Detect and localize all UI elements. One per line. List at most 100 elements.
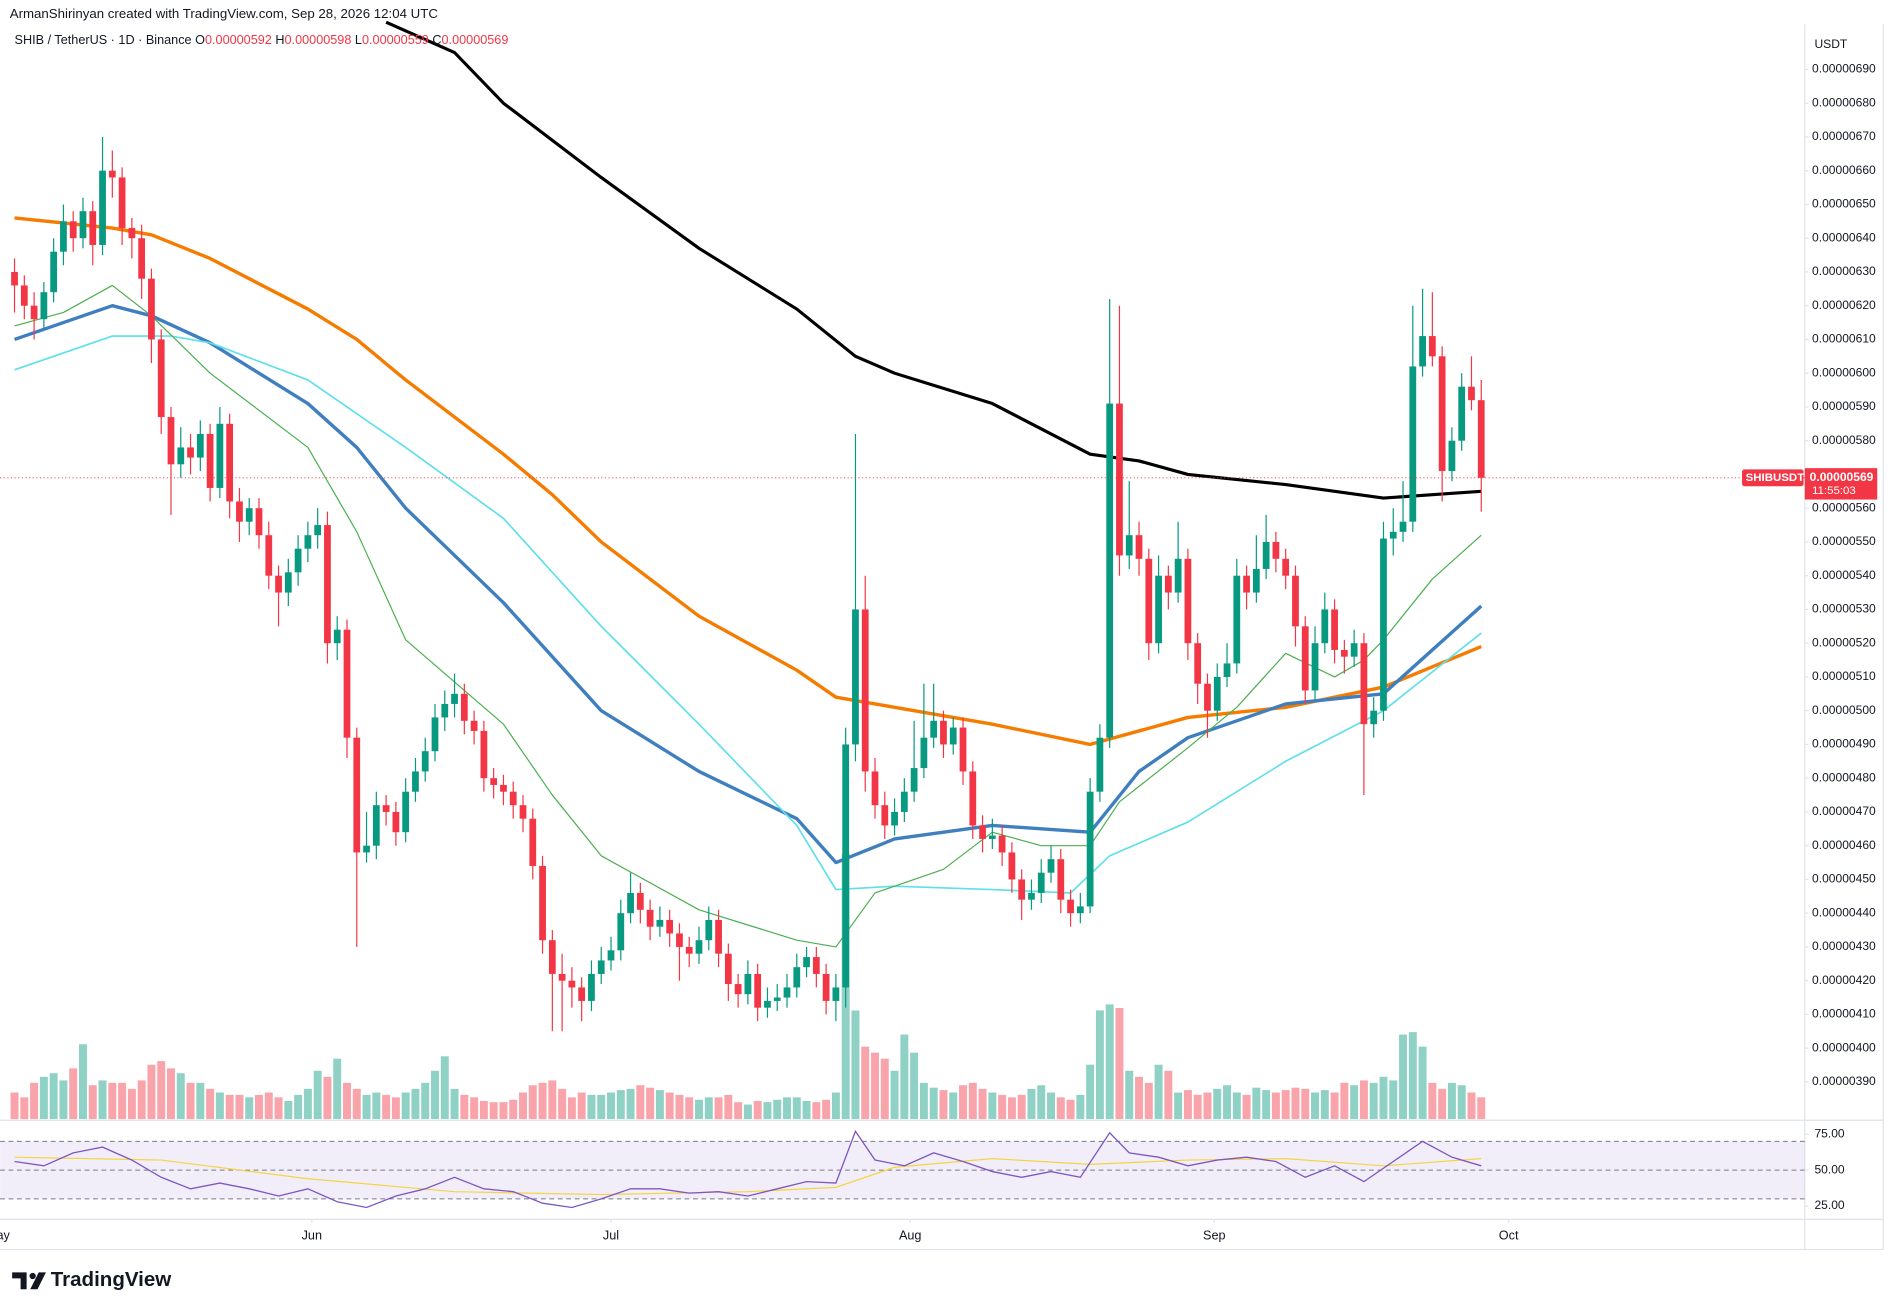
candle-body: [940, 720, 947, 745]
candle-body: [773, 997, 781, 1001]
candle-body: [519, 805, 527, 819]
volume-bar: [196, 1082, 205, 1120]
volume-bar: [1007, 1097, 1016, 1120]
candle-body: [470, 720, 478, 731]
volume-bar: [519, 1092, 527, 1120]
volume-bar: [509, 1099, 518, 1120]
candle-body: [1301, 626, 1309, 691]
candle-body: [979, 825, 986, 839]
volume-bar: [1115, 1007, 1124, 1120]
volume-bar: [470, 1097, 479, 1120]
rsi-ma-line: [14, 1156, 1482, 1196]
x-tick-label: Aug: [899, 1228, 922, 1242]
candle-body: [490, 778, 498, 785]
volume-bar: [343, 1082, 351, 1120]
symbol-tag-label: SHIBUSDT: [1746, 472, 1805, 484]
volume-bar: [753, 1100, 762, 1120]
candle-body: [20, 285, 28, 306]
volume-bar: [352, 1088, 361, 1120]
volume-bar: [783, 1097, 791, 1120]
candle-body: [1047, 859, 1055, 873]
candle-body: [1428, 336, 1436, 357]
ohlc-value: 0.00000559: [362, 33, 429, 47]
y-tick-label: 0.00000620: [1812, 298, 1876, 312]
volume-layer: [10, 853, 1486, 1120]
volume-bar: [822, 1099, 831, 1120]
volume-bar: [528, 1085, 537, 1120]
candle-body: [50, 251, 58, 293]
candle-body: [832, 987, 840, 1001]
ohlc-letter: H: [275, 33, 284, 47]
volume-bar: [411, 1088, 420, 1120]
volume-bar: [294, 1094, 303, 1120]
y-tick-label: 0.00000470: [1812, 804, 1876, 818]
x-tick-label: Jun: [302, 1228, 322, 1242]
candle-body: [40, 292, 48, 320]
y-tick-label: 0.00000460: [1812, 838, 1876, 852]
y-tick-label: 0.00000600: [1812, 365, 1876, 379]
candle-body: [1164, 575, 1172, 593]
volume-bar: [1350, 1085, 1359, 1120]
volume-bar: [1017, 1094, 1026, 1120]
candle-body: [138, 238, 146, 279]
volume-bar: [1418, 1046, 1427, 1120]
candle-body: [783, 987, 791, 998]
symbol: SHIB / TetherUS · 1D · Binance: [15, 33, 192, 47]
candle-body: [685, 946, 693, 954]
volume-bar: [391, 1097, 400, 1120]
ohlc-value: 0.00000598: [285, 33, 352, 47]
candle-body: [89, 211, 97, 245]
candle-body: [206, 433, 214, 488]
candle-body: [949, 727, 957, 745]
volume-bar: [372, 1092, 381, 1120]
volume-bar: [147, 1064, 156, 1120]
candle-body: [1028, 892, 1035, 900]
candle-body: [539, 865, 546, 941]
candle-body: [959, 727, 967, 772]
candle-body: [910, 768, 918, 792]
candle-layer: [11, 136, 1485, 1032]
volume-bar: [998, 1094, 1007, 1120]
candle-body: [529, 818, 537, 866]
volume-bar: [421, 1082, 430, 1120]
candle-body: [11, 271, 18, 286]
candle-body: [324, 525, 331, 644]
volume-bar: [284, 1100, 293, 1120]
volume-bar: [910, 1052, 919, 1120]
candle-body: [636, 892, 644, 910]
y-tick-label: 0.00000650: [1812, 197, 1876, 211]
candle-body: [1380, 538, 1387, 711]
candle-body: [900, 791, 908, 812]
volume-bar: [59, 1080, 68, 1120]
volume-bar: [1457, 1085, 1466, 1120]
candle-body: [275, 575, 282, 593]
candle-body: [226, 423, 234, 502]
candle-body: [1116, 403, 1123, 556]
candle-body: [578, 987, 586, 1001]
y-tick-label: 0.00000420: [1812, 973, 1876, 987]
ohlc-letter: O: [195, 33, 205, 47]
candle-body: [1145, 558, 1153, 644]
volume-bar: [900, 1034, 909, 1120]
volume-bar: [39, 1076, 48, 1120]
volume-bar: [118, 1082, 127, 1120]
candle-body: [118, 177, 126, 229]
volume-bar: [1467, 1092, 1476, 1120]
volume-bar: [49, 1073, 58, 1120]
candle-body: [382, 805, 390, 812]
volume-bar: [382, 1094, 391, 1120]
candle-body: [1321, 609, 1329, 644]
volume-bar: [685, 1097, 694, 1120]
volume-bar: [1330, 1092, 1339, 1120]
volume-bar: [440, 1056, 449, 1120]
candle-body: [167, 417, 175, 465]
volume-bar: [1340, 1082, 1349, 1120]
candle-body: [1311, 643, 1319, 691]
volume-bar: [245, 1097, 254, 1120]
candle-body: [363, 845, 370, 853]
ohlc-value: 0.00000569: [442, 33, 509, 47]
volume-bar: [548, 1080, 557, 1120]
time-axis: May Jun Jul Aug Sep Oct: [0, 1219, 1519, 1242]
candle-body: [1399, 521, 1407, 532]
candle-body: [1448, 440, 1456, 472]
